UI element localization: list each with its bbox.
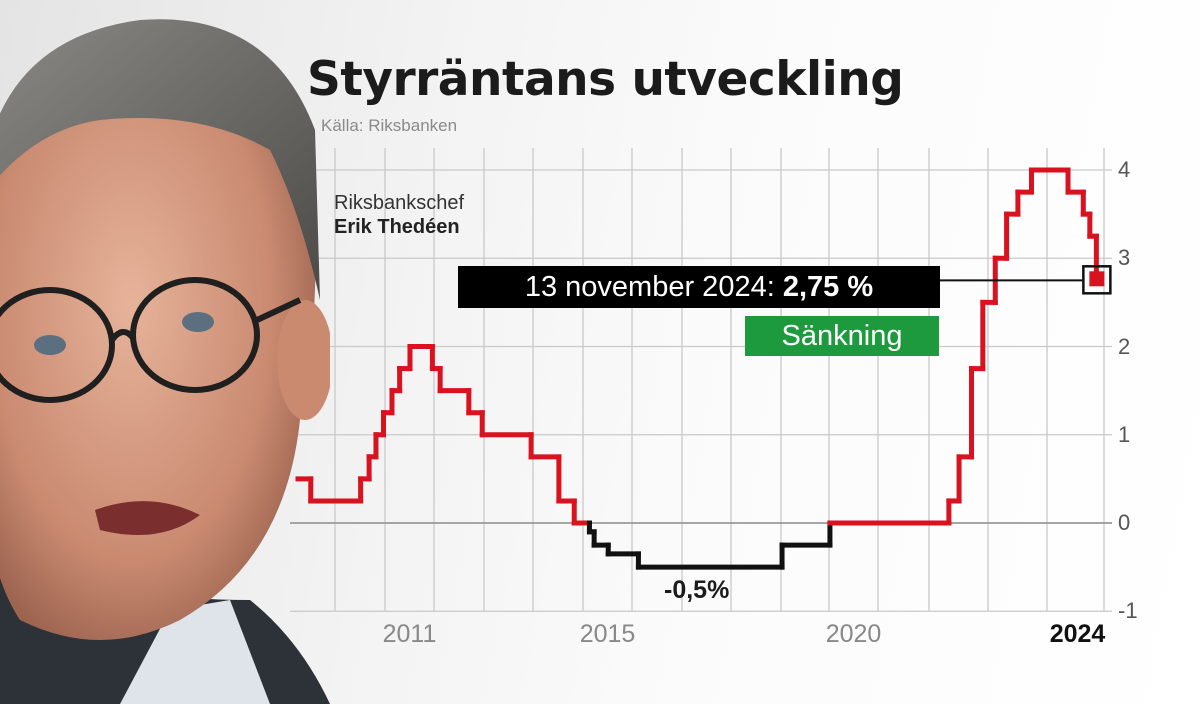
y-tick-label: -1 xyxy=(1118,598,1138,624)
y-tick-label: 4 xyxy=(1118,157,1131,182)
portrait-photo xyxy=(0,19,330,704)
x-tick-label: 2024 xyxy=(1049,620,1106,648)
source-label: Källa: Riksbanken xyxy=(321,116,458,135)
change-badge: Sänkning xyxy=(745,316,939,356)
chart-title: Styrräntans utveckling xyxy=(307,52,904,107)
grid xyxy=(290,148,1112,612)
person-name: Erik Thedéen xyxy=(334,216,460,238)
marker-frame xyxy=(1082,265,1112,295)
latest-marker xyxy=(940,265,1112,295)
y-tick-label: 1 xyxy=(1118,421,1131,447)
annotation-value: 2,75 % xyxy=(782,271,874,303)
annotation-date: 13 november 2024: xyxy=(524,271,783,303)
person-role: Riksbankschef xyxy=(334,192,465,214)
y-tick-label: 2 xyxy=(1118,333,1131,359)
x-tick-label: 2015 xyxy=(579,620,636,648)
y-tick-label: 3 xyxy=(1118,245,1131,271)
y-tick-label: 0 xyxy=(1118,510,1131,535)
latest-value-annotation: 13 november 2024: 2,75 % xyxy=(458,266,940,308)
x-tick-label: 2020 xyxy=(825,620,882,648)
marker-point xyxy=(1089,271,1105,287)
min-value-label: -0,5% xyxy=(664,576,730,604)
rate-line xyxy=(295,167,1099,570)
x-tick-label: 2011 xyxy=(382,620,437,648)
